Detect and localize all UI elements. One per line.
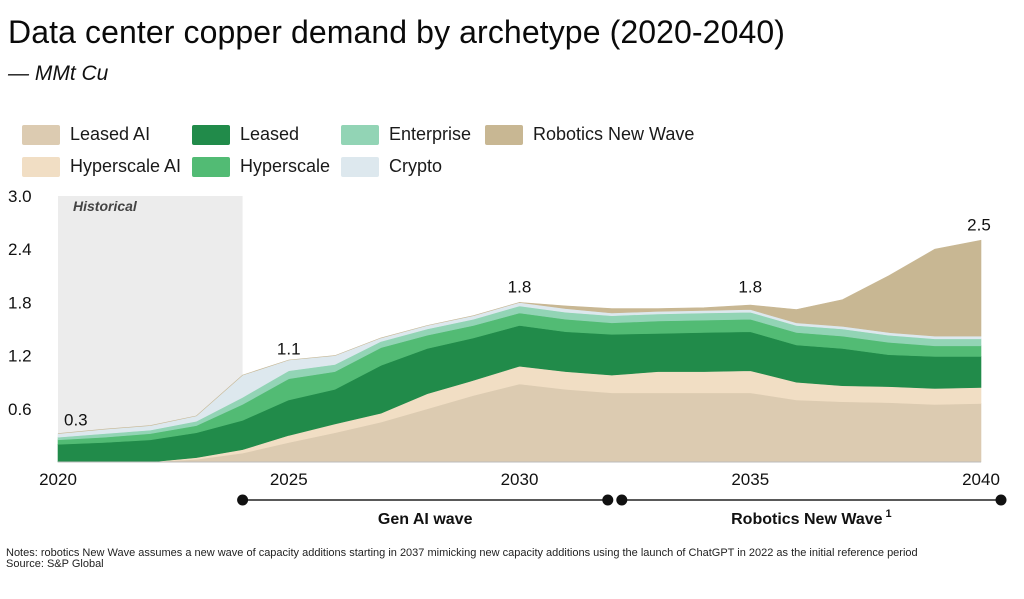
legend-swatch-hyperscale-ai xyxy=(22,156,60,177)
legend-item-hyperscale: Hyperscale xyxy=(192,156,330,177)
y-tick-label: 2.4 xyxy=(8,240,32,259)
x-tick-label: 2035 xyxy=(731,470,769,489)
legend-item-hyperscale-ai: Hyperscale AI xyxy=(22,156,181,177)
chart-title: Data center copper demand by archetype (… xyxy=(8,14,786,50)
legend-item-leased-ai: Leased AI xyxy=(22,124,150,145)
stacked-area-chart: Historical 0.6 1.2 1.8 2.4 3.0 2020 2025 2030 203… xyxy=(8,187,1007,528)
period-robotics-new-wave-start-dot xyxy=(616,494,628,506)
period-gen-ai-wave-start-dot xyxy=(237,494,249,506)
legend-swatch-hyperscale xyxy=(192,156,230,177)
source-text: Source: S&P Global xyxy=(6,558,104,570)
legend-item-leased: Leased xyxy=(192,124,299,145)
legend-item-enterprise: Enterprise xyxy=(341,124,471,145)
x-tick-label: 2025 xyxy=(270,470,308,489)
y-tick-label: 1.8 xyxy=(8,293,32,312)
data-label: 2.5 xyxy=(967,215,991,234)
historical-label: Historical xyxy=(73,198,138,214)
legend-label-crypto: Crypto xyxy=(389,156,443,176)
legend-swatch-leased-ai xyxy=(22,124,60,145)
area-series-group xyxy=(57,239,982,463)
legend-label-robotics-new-wave: Robotics New Wave xyxy=(533,124,695,144)
legend-item-crypto: Crypto xyxy=(341,156,442,177)
legend-label-enterprise: Enterprise xyxy=(389,124,472,144)
chart-subtitle: — MMt Cu xyxy=(8,62,109,85)
legend-swatch-crypto xyxy=(341,156,379,177)
period-robotics-new-wave-footnote-marker: 1 xyxy=(886,508,892,520)
data-label: 1.8 xyxy=(508,277,532,296)
legend: Leased AI Leased Enterprise Robotics New… xyxy=(0,0,1024,200)
footnotes: Notes: robotics New Wave assumes a new w… xyxy=(6,548,1006,570)
data-label: 1.1 xyxy=(277,339,301,358)
legend-label-hyperscale-ai: Hyperscale AI xyxy=(70,156,182,176)
period-gen-ai-wave-end-dot xyxy=(602,494,614,506)
period-robotics-new-wave-label: Robotics New Wave 1 xyxy=(731,508,892,528)
legend-swatch-enterprise xyxy=(341,124,379,145)
legend-swatch-robotics-new-wave xyxy=(485,124,523,145)
y-tick-label: 0.6 xyxy=(8,400,32,419)
legend-label-leased: Leased xyxy=(240,124,300,144)
area-robotics-new-wave xyxy=(57,239,982,434)
x-tick-label: 2040 xyxy=(962,470,1000,489)
data-label: 1.8 xyxy=(738,277,762,296)
y-tick-label: 1.2 xyxy=(8,347,32,366)
legend-swatch-leased xyxy=(192,124,230,145)
legend-label-hyperscale: Hyperscale xyxy=(240,156,331,176)
period-gen-ai-wave-label: Gen AI wave xyxy=(378,511,473,528)
y-tick-label: 3.0 xyxy=(8,187,32,206)
notes-text: Notes: robotics New Wave assumes a new w… xyxy=(6,547,918,559)
x-tick-label: 2030 xyxy=(501,470,539,489)
x-tick-label: 2020 xyxy=(39,470,77,489)
data-label: 0.3 xyxy=(64,410,88,429)
period-robotics-new-wave-end-dot xyxy=(995,494,1007,506)
legend-item-robotics-new-wave: Robotics New Wave xyxy=(485,124,694,145)
legend-label-leased-ai: Leased AI xyxy=(70,124,151,144)
